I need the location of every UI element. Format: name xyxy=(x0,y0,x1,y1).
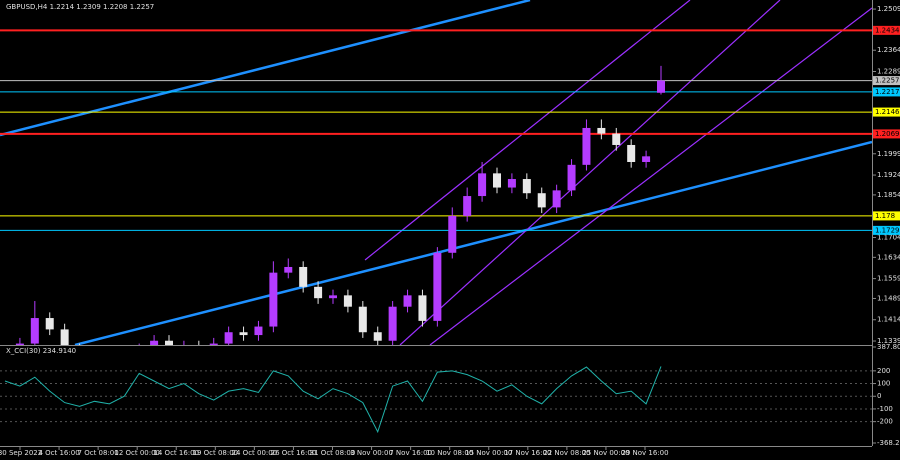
candle-body xyxy=(537,193,546,208)
level-box xyxy=(873,107,900,117)
y-tick-label: 1.1999 xyxy=(877,150,900,158)
candle-body xyxy=(15,343,24,345)
level-box xyxy=(873,211,900,221)
candle-body xyxy=(373,332,382,341)
candle-body xyxy=(403,295,412,307)
y-tick-label: 200 xyxy=(877,367,890,375)
main-panel xyxy=(0,29,872,345)
candle-body xyxy=(448,215,457,253)
candle-body xyxy=(657,80,665,93)
y-tick-label: 1.1854 xyxy=(877,191,900,199)
candle-body xyxy=(478,173,487,197)
y-tick-label: -368.2178 xyxy=(877,439,900,447)
candle-body xyxy=(239,332,248,336)
candle-body xyxy=(433,252,442,321)
candle-body xyxy=(343,295,352,307)
x-tick-label: 24 Oct 00:00 xyxy=(232,449,278,457)
x-tick-label: 4 Oct 16:00 xyxy=(38,449,79,457)
candle-body xyxy=(358,306,367,333)
level-box xyxy=(873,25,900,35)
level-box xyxy=(873,87,900,97)
candle-body xyxy=(165,340,173,345)
x-tick-label: 31 Oct 08:00 xyxy=(310,449,356,457)
x-tick-label: 7 Nov 16:00 xyxy=(389,449,432,457)
trend-line xyxy=(74,140,872,345)
channel-line xyxy=(364,0,691,261)
level-box xyxy=(873,76,900,86)
candle-body xyxy=(284,266,293,273)
y-tick-label: 387.8035 xyxy=(877,343,900,351)
candle-body xyxy=(45,318,54,330)
x-tick-label: 3 Nov 00:00 xyxy=(350,449,393,457)
candle-body xyxy=(597,127,606,134)
candle-body xyxy=(224,332,233,344)
y-tick-label: 1.1924 xyxy=(877,171,900,179)
y-tick-label: 1.1339 xyxy=(877,337,900,345)
y-tick-label: 1.2289 xyxy=(877,67,900,75)
candle-body xyxy=(582,127,591,165)
x-tick-label: 7 Oct 08:00 xyxy=(78,449,119,457)
chart-title: GBPUSD,H4 1.2214 1.2309 1.2208 1.2257 xyxy=(6,3,154,11)
y-tick-label: 1.1704 xyxy=(877,233,900,241)
candle-body xyxy=(612,133,621,145)
x-tick-label: 14 Oct 16:00 xyxy=(153,449,199,457)
y-tick-label: 1.1489 xyxy=(877,294,900,302)
level-label: 1.2069 xyxy=(875,130,900,138)
y-tick-label: -200 xyxy=(877,418,893,426)
candle-body xyxy=(418,295,427,321)
x-tick-label: 17 Nov 16:00 xyxy=(504,449,551,457)
cci-line xyxy=(4,366,662,434)
x-tick-label: 22 Nov 08:00 xyxy=(543,449,590,457)
level-label: 1.2434 xyxy=(875,26,900,34)
y-tick-label: -100 xyxy=(877,405,893,413)
channel-line xyxy=(429,7,872,345)
channel-line xyxy=(399,0,781,345)
candle-body xyxy=(388,306,397,341)
candle-body xyxy=(507,179,516,188)
candle-body xyxy=(209,343,218,345)
candle-body xyxy=(567,164,576,191)
x-tick-label: 29 Nov 16:00 xyxy=(621,449,668,457)
candle-body xyxy=(627,144,636,163)
candle-body xyxy=(329,295,337,299)
candle-body xyxy=(150,340,159,345)
indicator-panel xyxy=(0,366,872,434)
y-tick-label: 100 xyxy=(877,380,890,388)
x-tick-label: 15 Nov 00:00 xyxy=(465,449,512,457)
y-tick-label: 0 xyxy=(877,392,881,400)
indicator-title: X_CCI(30) 234.9140 xyxy=(6,347,76,355)
candle-body xyxy=(30,318,39,344)
level-label: 1.2217 xyxy=(875,88,900,96)
x-tick-label: 26 Oct 16:00 xyxy=(271,449,317,457)
y-tick-label: 1.1634 xyxy=(877,253,900,261)
x-tick-label: 25 Nov 00:00 xyxy=(582,449,629,457)
level-label: 1.2146 xyxy=(875,108,900,116)
candle-body xyxy=(314,286,323,299)
level-box xyxy=(873,225,900,235)
candle-body xyxy=(269,272,278,327)
x-tick-label: 10 Nov 08:00 xyxy=(426,449,473,457)
level-box xyxy=(873,129,900,139)
y-tick-label: 1.1414 xyxy=(877,316,900,324)
candle-body xyxy=(642,156,651,163)
level-label: 1.2257 xyxy=(875,77,900,85)
x-tick-label: 12 Oct 00:00 xyxy=(114,449,160,457)
level-label: 1.178 xyxy=(875,212,895,220)
candle-body xyxy=(60,329,69,345)
y-tick-label: 1.1559 xyxy=(877,275,900,283)
candle-body xyxy=(299,266,308,287)
candle-body xyxy=(552,190,561,208)
level-label: 1.1729 xyxy=(875,226,900,234)
candle-body xyxy=(493,173,501,188)
candle-body xyxy=(254,326,263,336)
y-tick-label: 1.2509 xyxy=(877,5,900,13)
candle-body xyxy=(522,179,531,194)
x-tick-label: 30 Sep 2022 xyxy=(0,449,42,457)
x-tick-label: 19 Oct 08:00 xyxy=(192,449,238,457)
y-tick-label: 1.2364 xyxy=(877,46,900,54)
candle-body xyxy=(463,196,472,216)
